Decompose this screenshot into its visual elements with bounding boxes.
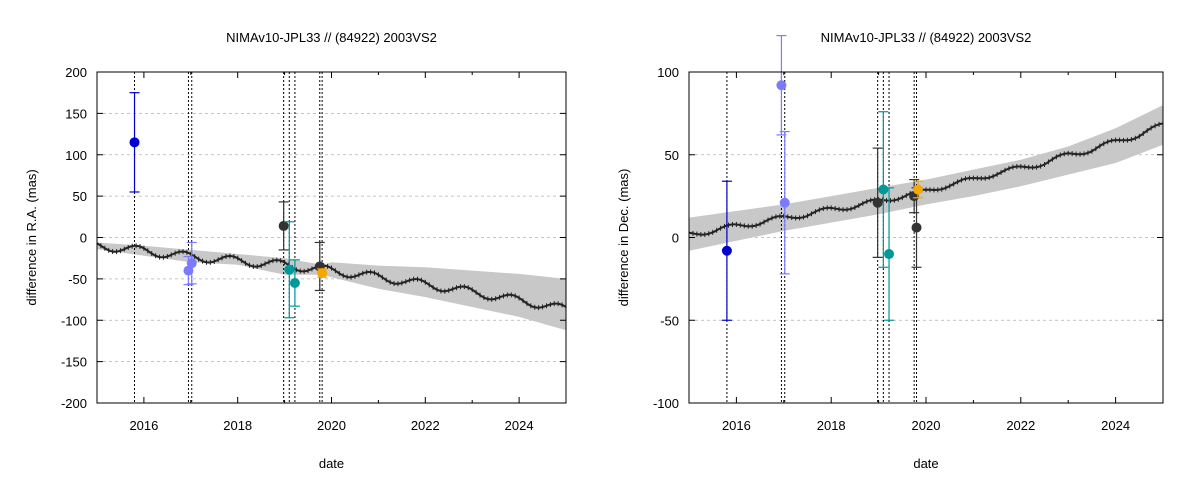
y-tick-label: 150: [65, 106, 87, 121]
uncertainty-band: [97, 242, 566, 331]
observation-point: [872, 197, 883, 208]
x-tick-label: 2022: [411, 418, 440, 433]
observation-point: [912, 184, 923, 195]
y-tick-label: -200: [61, 396, 87, 411]
y-tick-label: -100: [653, 396, 679, 411]
x-tick-label: 2016: [129, 418, 158, 433]
x-tick-label: 2022: [1006, 418, 1035, 433]
observation-point: [779, 197, 790, 208]
observation-point: [776, 80, 787, 91]
x-tick-label: 2024: [1101, 418, 1130, 433]
uncertainty-band: [689, 105, 1163, 251]
y-tick-label: 100: [657, 65, 679, 80]
y-tick-label: -50: [68, 272, 87, 287]
y-axis-label: difference in Dec. (mas): [616, 169, 631, 307]
chart-title: NIMAv10-JPL33 // (84922) 2003VS2: [226, 30, 437, 45]
y-axis-label: difference in R.A. (mas): [24, 169, 39, 305]
chart-1: NIMAv10-JPL33 // (84922) 2003VS2 date diff…: [24, 30, 567, 471]
observation-point: [186, 258, 197, 269]
observation-point: [878, 184, 889, 195]
y-tick-label: -100: [61, 313, 87, 328]
y-tick-label: 0: [80, 231, 87, 246]
y-tick-label: 50: [665, 148, 679, 163]
observation-point: [284, 264, 295, 275]
y-tick-label: 0: [672, 231, 679, 246]
observation-point: [911, 222, 922, 233]
observation-point: [317, 268, 328, 279]
y-tick-label: 200: [65, 65, 87, 80]
observation-point: [721, 245, 732, 256]
x-tick-label: 2020: [912, 418, 941, 433]
x-axis-label: date: [913, 456, 938, 471]
y-tick-label: -50: [660, 313, 679, 328]
x-tick-label: 2018: [223, 418, 252, 433]
observation-point: [884, 249, 895, 260]
chart-title: NIMAv10-JPL33 // (84922) 2003VS2: [821, 30, 1032, 45]
observation-point: [183, 265, 194, 276]
y-tick-label: 100: [65, 148, 87, 163]
observation-point: [278, 220, 289, 231]
y-tick-label: 50: [73, 189, 87, 204]
x-tick-label: 2024: [505, 418, 534, 433]
x-tick-label: 2018: [817, 418, 846, 433]
observation-point: [129, 137, 140, 148]
y-tick-label: -150: [61, 355, 87, 370]
chart-2: NIMAv10-JPL33 // (84922) 2003VS2 date diff…: [616, 30, 1164, 471]
observation-point: [289, 278, 300, 289]
x-axis-label: date: [319, 456, 344, 471]
x-tick-label: 2020: [317, 418, 346, 433]
x-tick-label: 2016: [722, 418, 751, 433]
